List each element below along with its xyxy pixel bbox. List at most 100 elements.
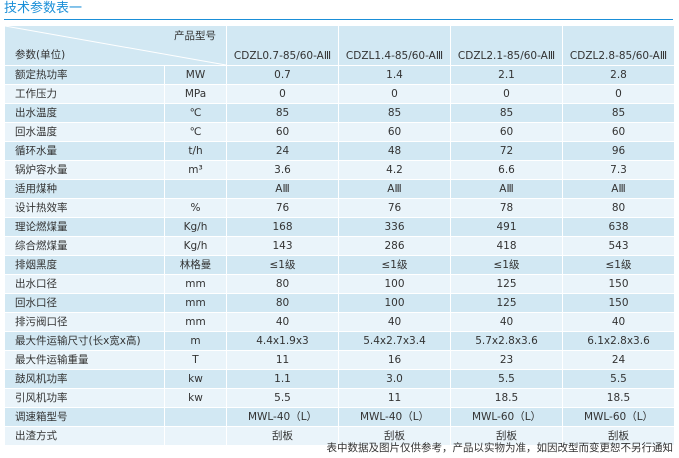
value-cell: 4.4x1.9x3 [226,331,339,351]
value-cell: 100 [338,293,451,313]
header-corner-cell: 产品型号 参数(单位) [4,25,227,66]
param-name-cell: 工作压力 [4,84,165,104]
unit-cell: Kg/h [164,236,227,256]
value-cell: 0 [450,84,563,104]
unit-cell: mm [164,274,227,294]
value-cell: 18.5 [562,388,675,408]
unit-cell: 林格曼 [164,255,227,275]
value-cell: MWL-60（L） [450,407,563,427]
table-row: 回水温度 ℃ 60 60 60 60 [4,122,675,142]
value-cell: 150 [562,293,675,313]
value-cell: 72 [450,141,563,161]
value-cell: 刮板 [338,426,451,446]
value-cell: 60 [226,122,339,142]
param-name-cell: 出水温度 [4,103,165,123]
spec-table-body: 产品型号 参数(单位) CDZL0.7-85/60-AⅢ CDZL1.4-85/… [4,25,675,446]
value-cell: 76 [338,198,451,218]
value-cell: AⅢ [226,179,339,199]
value-cell: 143 [226,236,339,256]
table-row: 出渣方式 刮板 刮板 刮板 刮板 [4,426,675,446]
value-cell: 2.1 [450,65,563,85]
value-cell: 0 [338,84,451,104]
value-cell: 11 [226,350,339,370]
footnote: 表中数据及图片仅供参考，产品以实物为准，如因改型而变更恕不另行通知 [326,442,674,454]
value-cell: 80 [226,293,339,313]
param-name-cell: 引风机功率 [4,388,165,408]
value-cell: AⅢ [338,179,451,199]
param-name-cell: 排污阀口径 [4,312,165,332]
table-row: 锅炉容水量 m³ 3.6 4.2 6.6 7.3 [4,160,675,180]
unit-cell: MW [164,65,227,85]
param-name-cell: 回水口径 [4,293,165,313]
param-name-cell: 调速箱型号 [4,407,165,427]
value-cell: 40 [450,312,563,332]
table-row: 最大件运输重量 T 11 16 23 24 [4,350,675,370]
value-cell: 7.3 [562,160,675,180]
param-name-cell: 排烟黑度 [4,255,165,275]
value-cell: 6.1x2.8x3.6 [562,331,675,351]
value-cell: MWL-40（L） [338,407,451,427]
spec-table: 产品型号 参数(单位) CDZL0.7-85/60-AⅢ CDZL1.4-85/… [4,25,675,446]
value-cell: 85 [338,103,451,123]
value-cell: AⅢ [450,179,563,199]
value-cell: 85 [562,103,675,123]
value-cell: 168 [226,217,339,237]
unit-cell: mm [164,312,227,332]
table-row: 调速箱型号 MWL-40（L） MWL-40（L） MWL-60（L） MWL-60（L… [4,407,675,427]
table-row: 最大件运输尺寸(长x宽x高) m 4.4x1.9x3 5.4x2.7x3.4 5.7x2… [4,331,675,351]
value-cell: 3.0 [338,369,451,389]
value-cell: 5.5 [562,369,675,389]
value-cell: 5.5 [450,369,563,389]
unit-cell: m [164,331,227,351]
table-row: 引风机功率 kw 5.5 11 18.5 18.5 [4,388,675,408]
unit-cell [164,407,227,427]
value-cell: 0.7 [226,65,339,85]
param-name-cell: 鼓风机功率 [4,369,165,389]
value-cell: 11 [338,388,451,408]
value-cell: 125 [450,274,563,294]
table-row: 鼓风机功率 kw 1.1 3.0 5.5 5.5 [4,369,675,389]
table-row: 排污阀口径 mm 40 40 40 40 [4,312,675,332]
table-row: 综合燃煤量 Kg/h 143 286 418 543 [4,236,675,256]
table-row: 理论燃煤量 Kg/h 168 336 491 638 [4,217,675,237]
param-name-cell: 出渣方式 [4,426,165,446]
value-cell: 24 [562,350,675,370]
value-cell: 24 [226,141,339,161]
model-header-3: CDZL2.1-85/60-AⅢ [450,25,563,66]
param-name-cell: 综合燃煤量 [4,236,165,256]
value-cell: 6.6 [450,160,563,180]
unit-cell: m³ [164,160,227,180]
table-row: 循环水量 t/h 24 48 72 96 [4,141,675,161]
value-cell: 96 [562,141,675,161]
value-cell: 543 [562,236,675,256]
value-cell: 0 [562,84,675,104]
unit-cell: mm [164,293,227,313]
table-row: 工作压力 MPa 0 0 0 0 [4,84,675,104]
param-name-cell: 理论燃煤量 [4,217,165,237]
value-cell: 40 [338,312,451,332]
value-cell: 150 [562,274,675,294]
unit-cell: ℃ [164,122,227,142]
unit-cell [164,426,227,446]
param-name-cell: 循环水量 [4,141,165,161]
value-cell: 48 [338,141,451,161]
value-cell: 80 [226,274,339,294]
param-name-cell: 锅炉容水量 [4,160,165,180]
param-name-cell: 最大件运输尺寸(长x宽x高) [4,331,165,351]
value-cell: 491 [450,217,563,237]
value-cell: 刮板 [562,426,675,446]
table-row: 回水口径 mm 80 100 125 150 [4,293,675,313]
value-cell: MWL-40（L） [226,407,339,427]
value-cell: 60 [450,122,563,142]
value-cell: 刮板 [226,426,339,446]
value-cell: 76 [226,198,339,218]
value-cell: 336 [338,217,451,237]
value-cell: 85 [226,103,339,123]
model-header-label: 产品型号 [174,30,216,42]
value-cell: 5.4x2.7x3.4 [338,331,451,351]
param-name-cell: 最大件运输重量 [4,350,165,370]
table-row: 出水温度 ℃ 85 85 85 85 [4,103,675,123]
unit-cell: ℃ [164,103,227,123]
value-cell: 4.2 [338,160,451,180]
model-header-4: CDZL2.8-85/60-AⅢ [562,25,675,66]
